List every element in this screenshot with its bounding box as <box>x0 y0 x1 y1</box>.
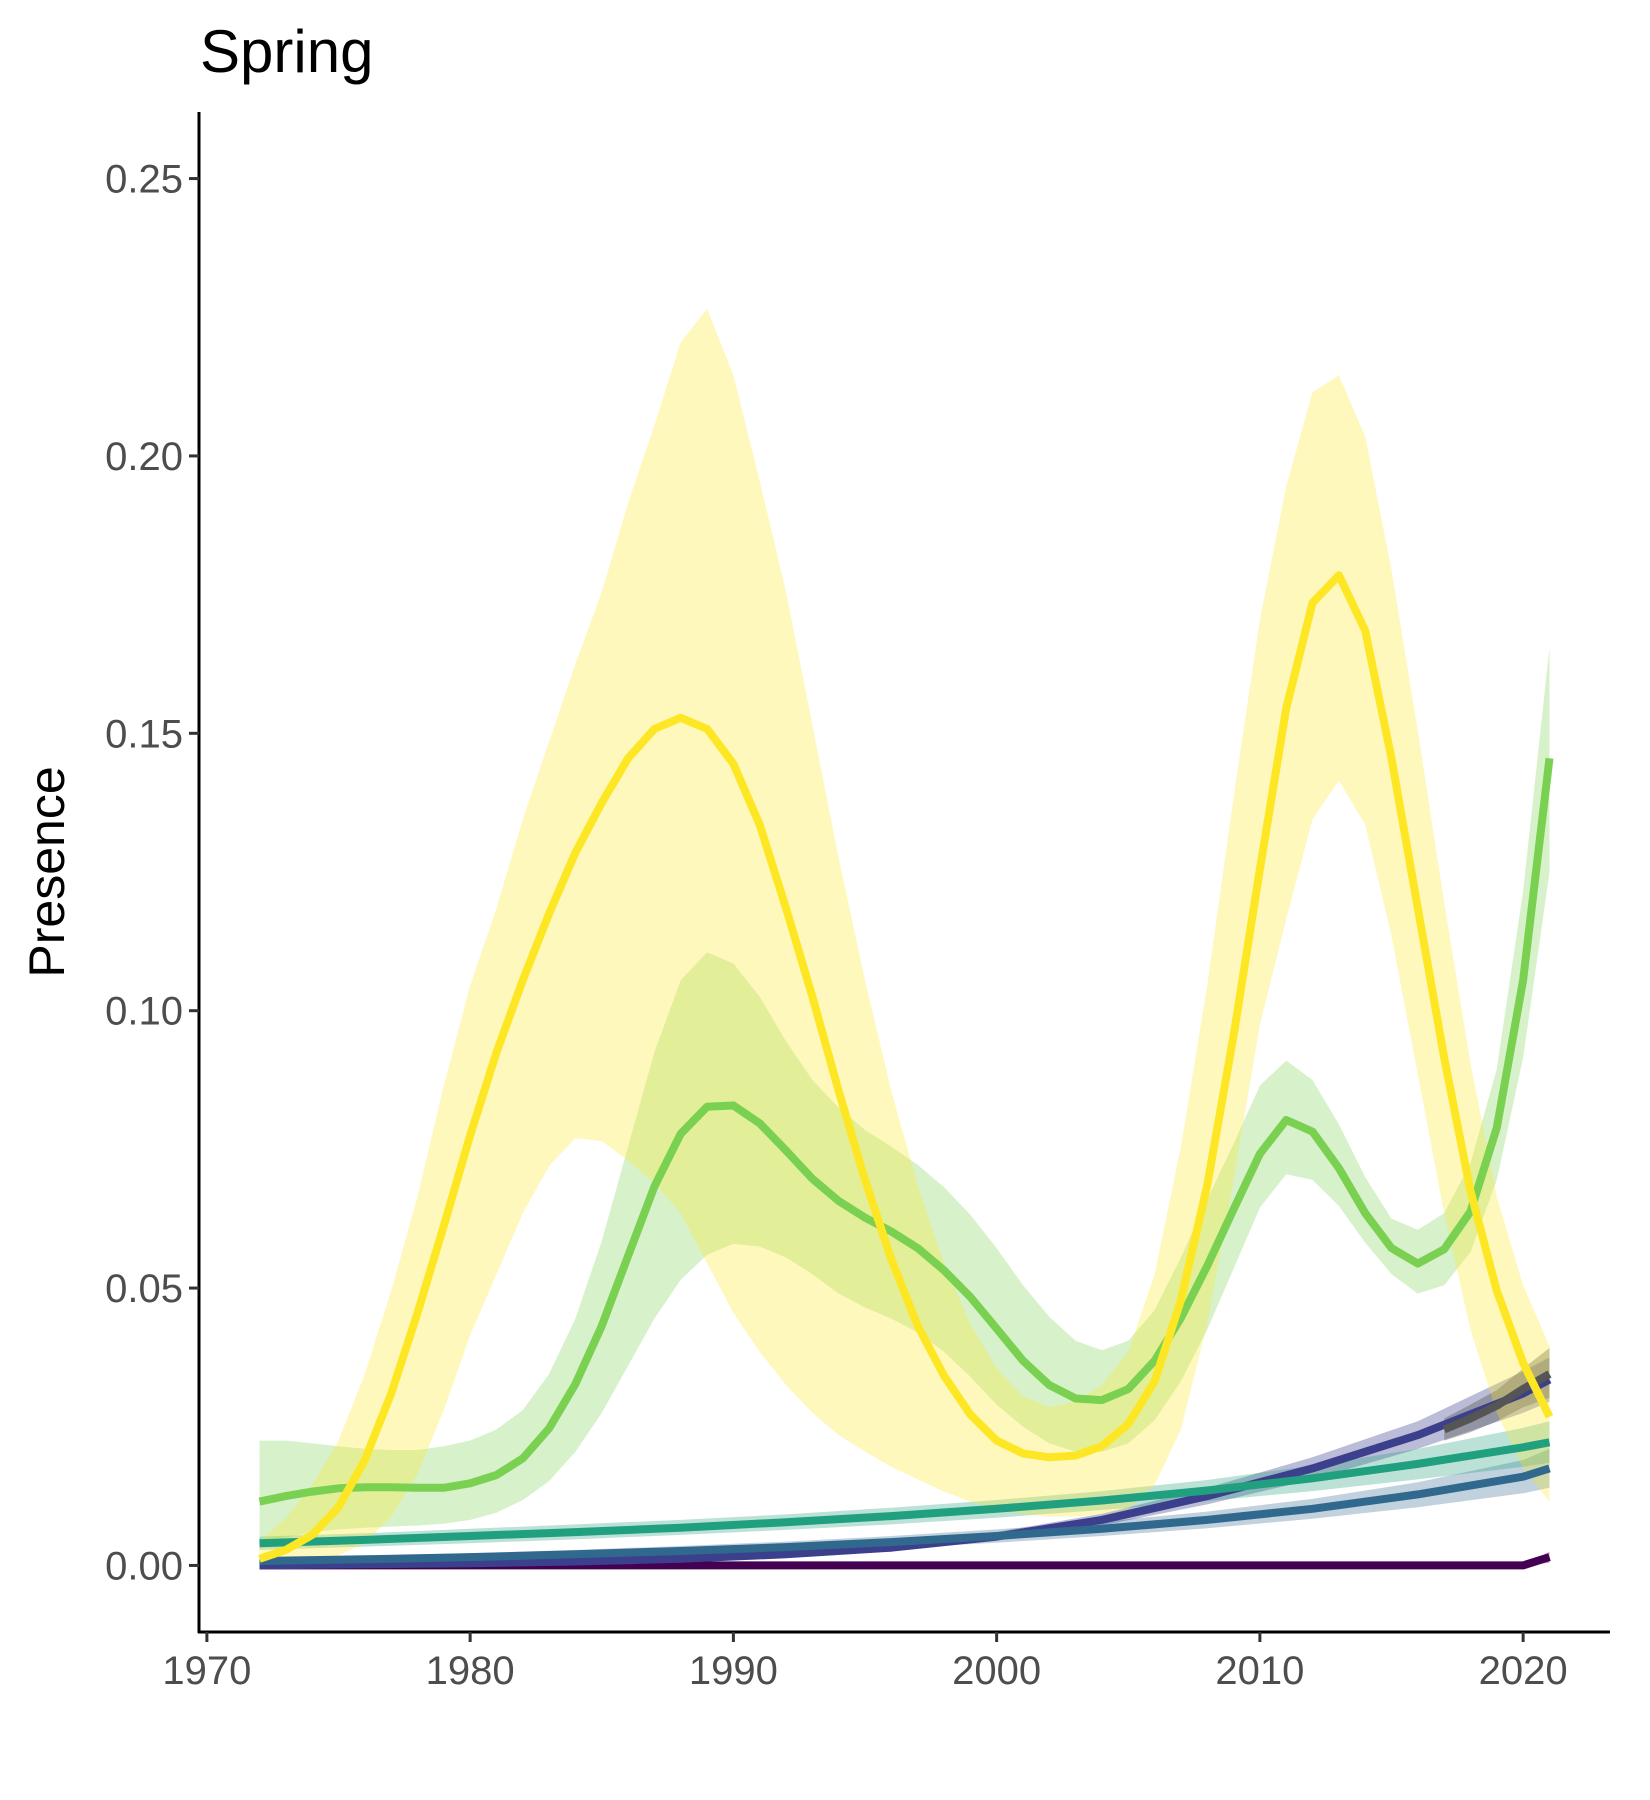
series-6-green-line <box>258 757 1554 1506</box>
x-tick-label: 1980 <box>426 1649 515 1693</box>
x-tick-label: 1970 <box>162 1649 251 1693</box>
series-4-steel-blue-line <box>259 1464 1551 1565</box>
y-tick-label: 0.10 <box>105 990 183 1034</box>
series-5-teal-line <box>259 1438 1551 1548</box>
x-tick-label: 2020 <box>1479 1649 1568 1693</box>
chart-title: Spring <box>200 18 373 85</box>
y-tick-label: 0.15 <box>105 712 183 756</box>
y-tick-label: 0.05 <box>105 1267 183 1311</box>
series-7-yellow-band <box>259 308 1550 1566</box>
x-tick-label: 2010 <box>1215 1649 1304 1693</box>
series-6-green-band <box>259 647 1550 1546</box>
y-axis-label: Presence <box>19 766 75 977</box>
x-axis-ticks: 1970 1980 1990 2000 2010 2020 <box>162 1632 1568 1693</box>
x-tick-label: 1990 <box>689 1649 778 1693</box>
x-tick-label: 2000 <box>952 1649 1041 1693</box>
series-lines <box>258 571 1554 1570</box>
y-tick-label: 0.25 <box>105 158 183 202</box>
confidence-bands <box>259 308 1550 1566</box>
series-7-yellow-line <box>258 571 1554 1563</box>
y-axis-ticks: 0.00 0.05 0.10 0.15 0.20 0.25 <box>105 158 199 1588</box>
y-tick-label: 0.20 <box>105 435 183 479</box>
y-tick-label: 0.00 <box>105 1544 183 1588</box>
